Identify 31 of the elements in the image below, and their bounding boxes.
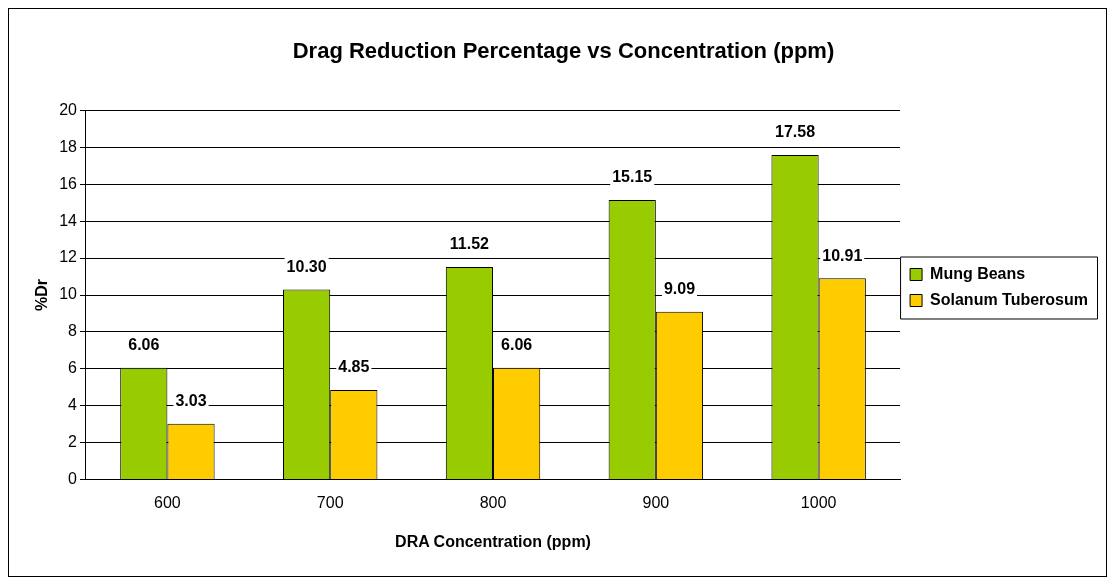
x-tick-label: 900 (642, 493, 670, 511)
data-label: 15.15 (612, 168, 653, 186)
y-tick-label: 18 (59, 137, 78, 155)
data-label: 10.30 (286, 257, 327, 275)
y-tick-label: 8 (68, 322, 78, 340)
x-axis-title: DRA Concentration (ppm) (395, 532, 591, 550)
legend-label: Solanum Tuberosum (930, 290, 1088, 308)
y-tick-label: 6 (68, 359, 78, 377)
y-tick-label: 0 (68, 470, 78, 488)
y-tick-label: 20 (59, 100, 78, 118)
data-label: 10.91 (822, 246, 863, 264)
y-tick-label: 4 (68, 396, 78, 414)
x-tick-label: 700 (316, 493, 344, 511)
y-tick-label: 14 (59, 211, 78, 229)
data-label: 4.85 (338, 358, 370, 376)
legend-label: Mung Beans (930, 264, 1026, 282)
data-label: 3.03 (175, 392, 207, 410)
y-axis-title: %Dr (33, 278, 51, 312)
x-tick-label: 1000 (800, 493, 837, 511)
y-tick-label: 10 (59, 285, 78, 303)
data-label: 6.06 (128, 336, 160, 354)
data-label: 6.06 (501, 336, 533, 354)
y-tick-label: 12 (59, 248, 78, 266)
y-tick-label: 16 (59, 174, 78, 192)
x-tick-label: 600 (154, 493, 181, 511)
data-label: 9.09 (663, 280, 696, 298)
data-label: 11.52 (449, 235, 490, 253)
data-label: 17.58 (775, 123, 816, 141)
chart-title: Drag Reduction Percentage vs Concentration (ppm) (292, 38, 835, 64)
y-tick-label: 2 (68, 433, 78, 451)
x-tick-label: 800 (479, 493, 507, 511)
